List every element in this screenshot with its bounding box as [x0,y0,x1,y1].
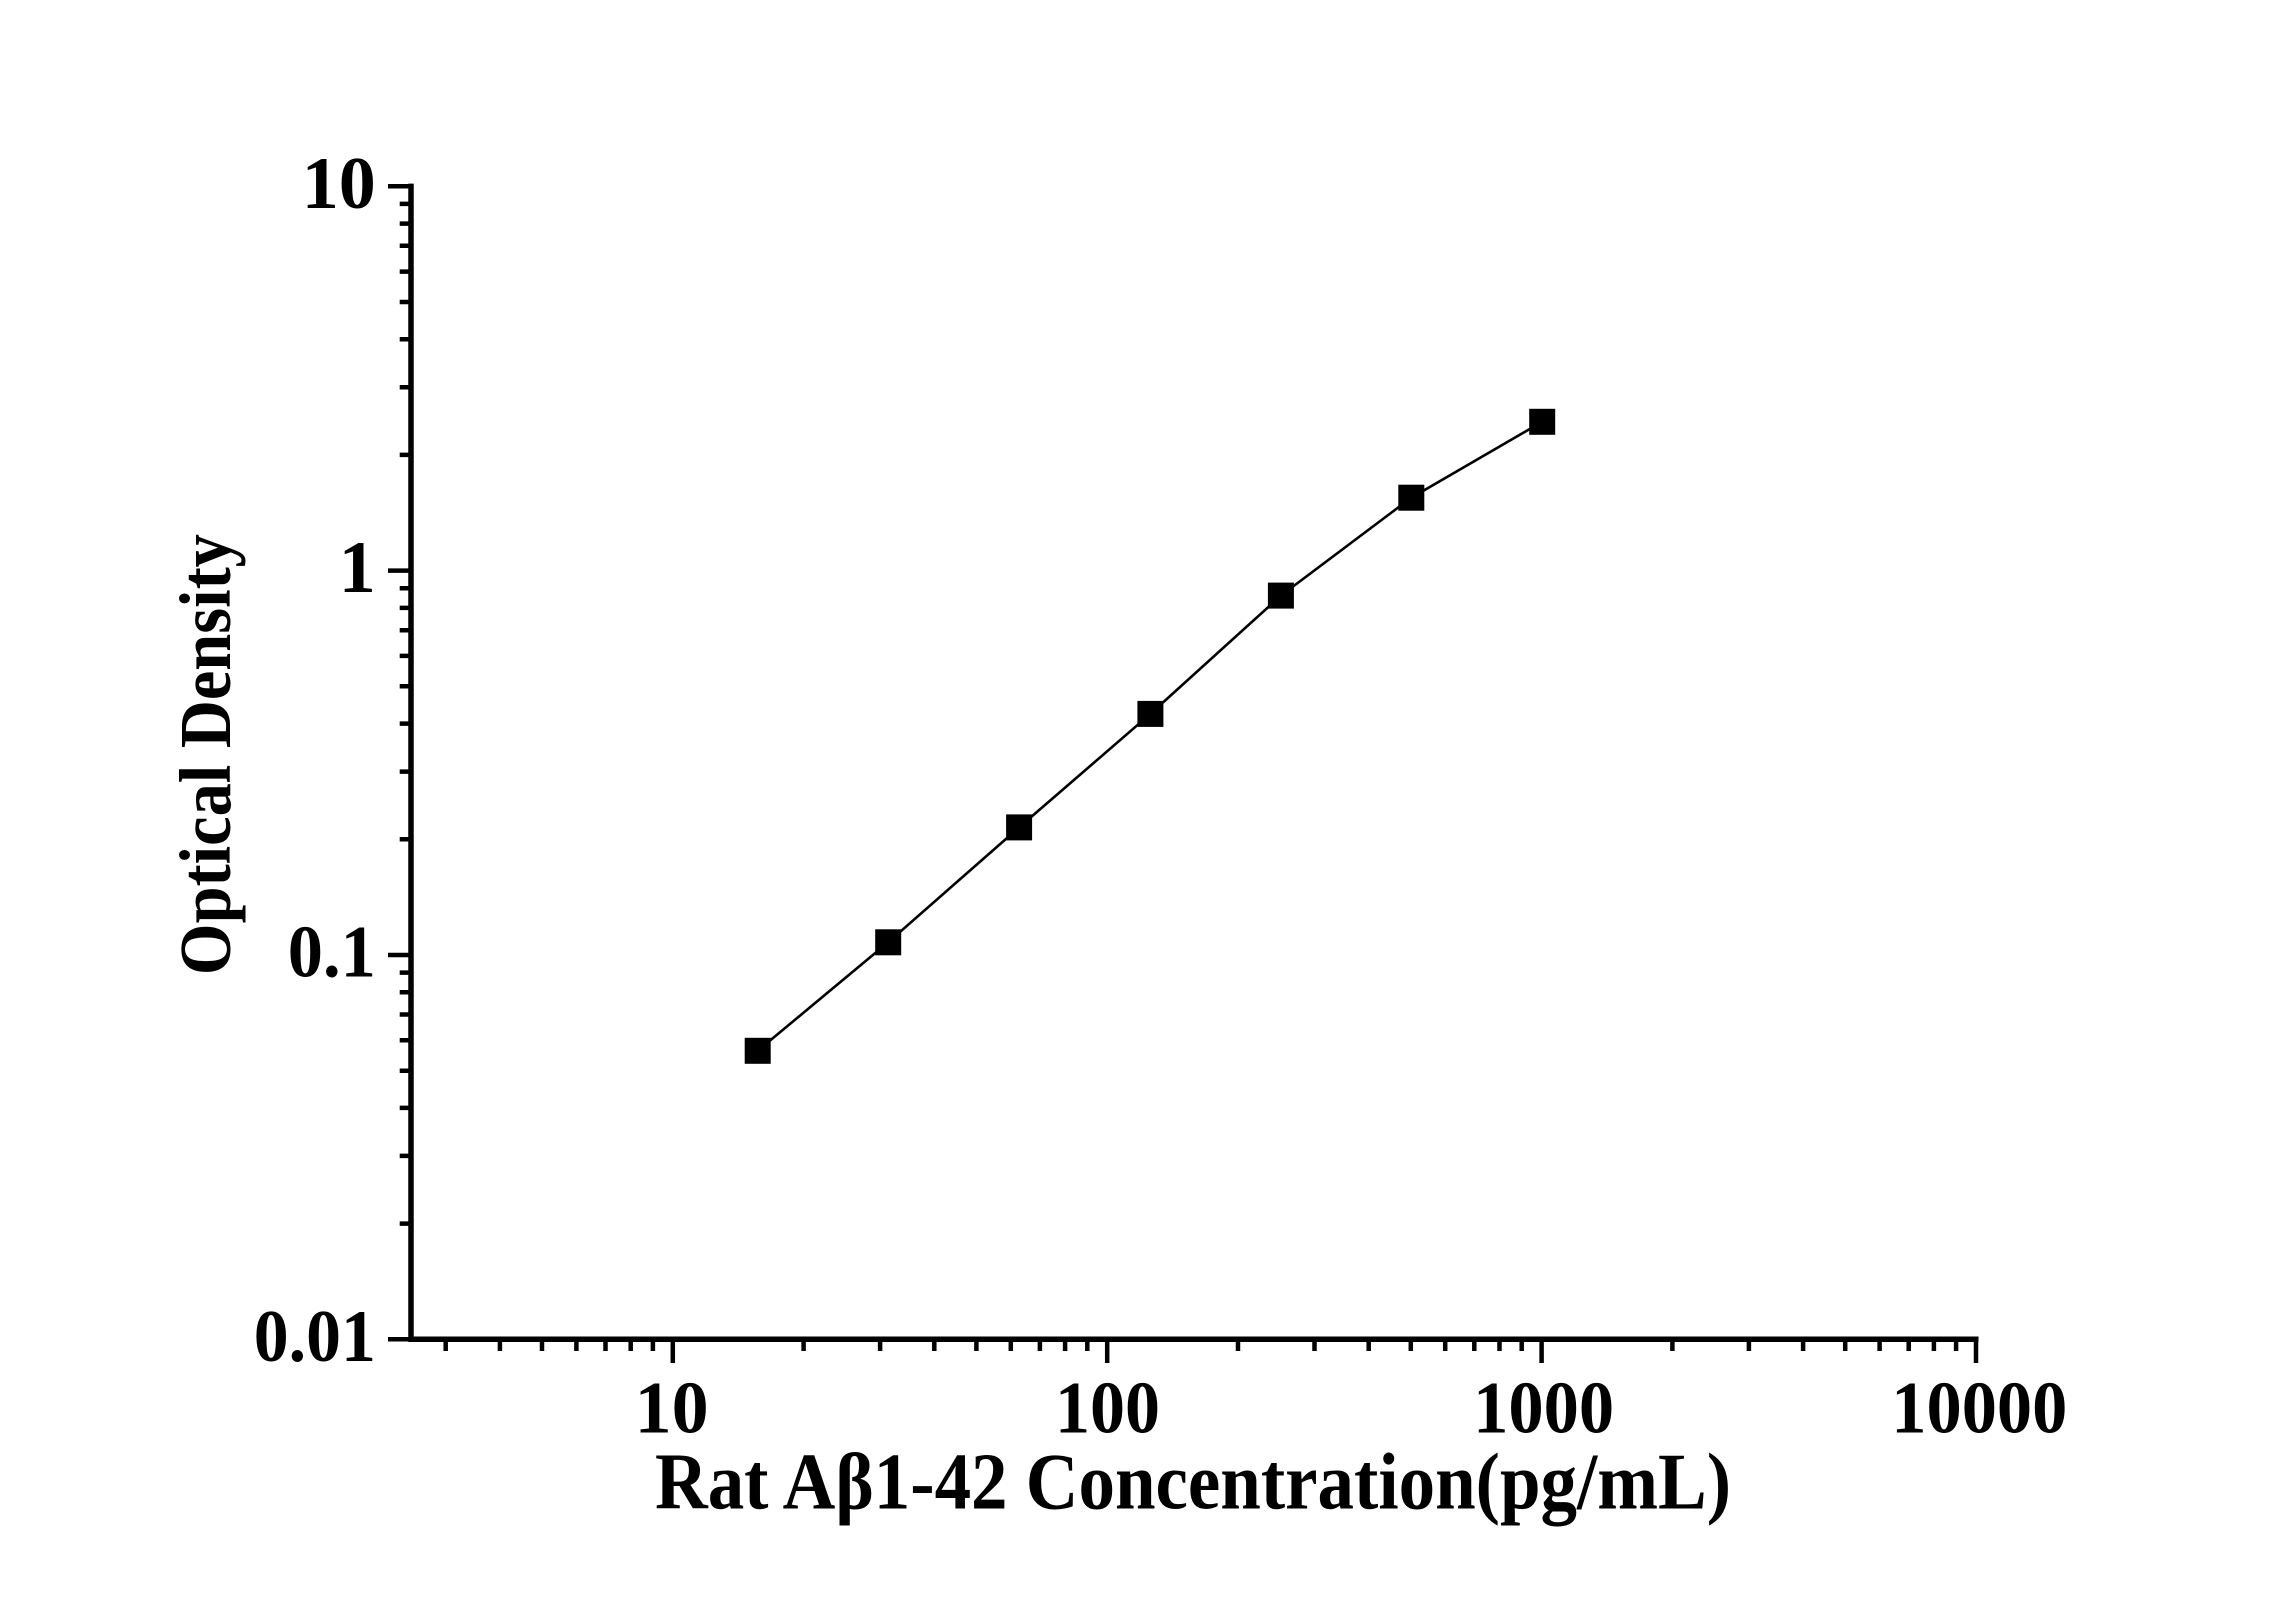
svg-text:10000: 10000 [1891,1367,2067,1449]
svg-text:10: 10 [302,143,376,225]
svg-text:Rat Aβ1-42 Concentration(pg/mL: Rat Aβ1-42 Concentration(pg/mL) [655,1436,1731,1526]
svg-text:Optical Density: Optical Density [165,534,246,975]
svg-text:10: 10 [635,1367,709,1449]
svg-text:1000: 1000 [1473,1367,1614,1449]
svg-text:0.1: 0.1 [288,912,376,994]
svg-text:100: 100 [1055,1367,1160,1449]
svg-text:0.01: 0.01 [254,1296,376,1378]
svg-text:1: 1 [339,527,376,609]
